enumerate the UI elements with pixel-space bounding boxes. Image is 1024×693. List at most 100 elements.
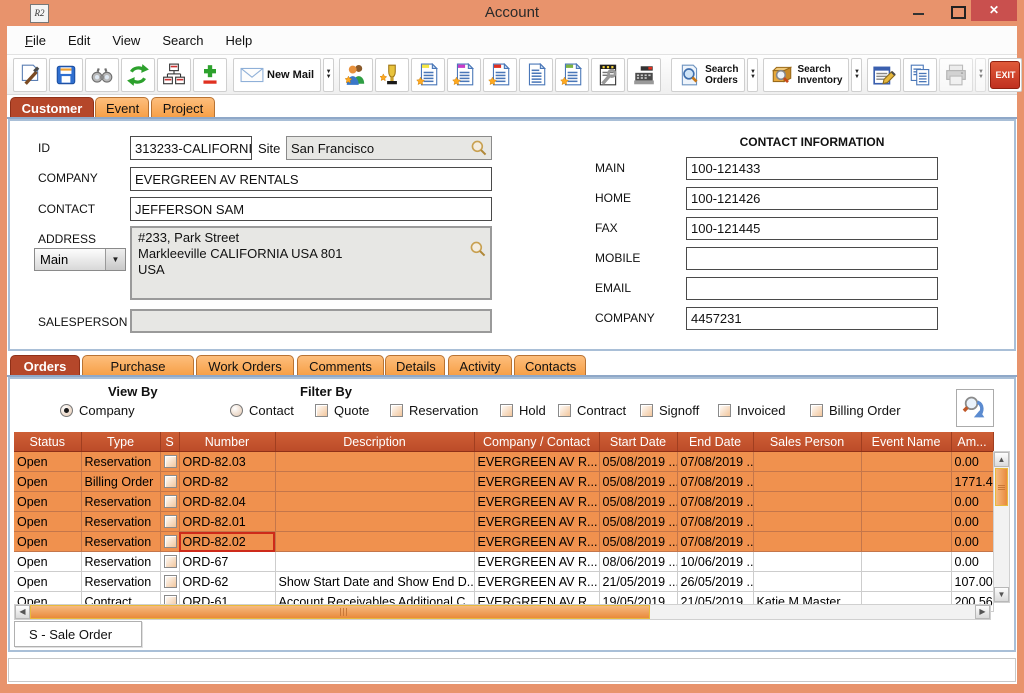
order-row[interactable]: Open Billing Order ORD-82 EVERGREEN AV R...…	[14, 471, 994, 492]
cell-description[interactable]	[275, 471, 475, 492]
checkbox-reservation[interactable]: Reservation	[390, 403, 478, 418]
cell-sale-checkbox[interactable]	[160, 451, 180, 472]
cell-event[interactable]	[861, 511, 952, 532]
cell-sale-checkbox[interactable]	[160, 571, 180, 592]
contact-field[interactable]: JEFFERSON SAM	[130, 197, 492, 221]
search-inventory-dropdown[interactable]: ▼ ▼	[851, 57, 863, 92]
cell-company[interactable]: EVERGREEN AV R...	[474, 471, 600, 492]
cell-sales[interactable]	[753, 451, 862, 472]
new-invoice-button[interactable]	[555, 57, 590, 92]
column-header-start-date[interactable]: Start Date	[599, 432, 678, 452]
cell-event[interactable]	[861, 531, 952, 552]
tab-customer[interactable]: Customer	[10, 97, 94, 119]
menu-file[interactable]: File	[25, 32, 46, 48]
cell-amount[interactable]: 107.00	[951, 571, 994, 592]
copy-button[interactable]	[903, 57, 938, 92]
cell-company[interactable]: EVERGREEN AV R...	[474, 451, 600, 472]
cell-amount[interactable]: 0.00	[951, 451, 994, 472]
cell-description[interactable]	[275, 451, 475, 472]
column-header-sales-person[interactable]: Sales Person	[753, 432, 862, 452]
address-field[interactable]: #233, Park Street Markleeville CALIFORNI…	[130, 226, 492, 300]
tab-details[interactable]: Details	[385, 355, 445, 377]
cell-end[interactable]: 07/08/2019 ...	[677, 471, 754, 492]
cell-number[interactable]: ORD-82.03	[179, 451, 276, 472]
scroll-right-icon[interactable]: ▶	[975, 605, 990, 619]
column-header-company-contact[interactable]: Company / Contact	[474, 432, 600, 452]
cell-type[interactable]: Billing Order	[81, 471, 161, 492]
cell-end[interactable]: 07/08/2019 ...	[677, 531, 754, 552]
order-row[interactable]: Open Reservation ORD-67 EVERGREEN AV R... 08…	[14, 551, 994, 572]
ci-field-home[interactable]: 100-121426	[686, 187, 938, 210]
cash-register-button[interactable]	[627, 57, 662, 92]
cell-description[interactable]	[275, 491, 475, 512]
print-dropdown[interactable]: ▼ ▼	[975, 57, 987, 92]
search-go-button[interactable]	[956, 389, 994, 427]
site-search-icon[interactable]	[470, 139, 488, 157]
vertical-scroll-thumb[interactable]	[995, 468, 1008, 506]
tab-activity[interactable]: Activity	[448, 355, 512, 377]
tab-purchase-orders[interactable]: Purchase Orders	[82, 355, 194, 395]
cell-end[interactable]: 10/06/2019 ...	[677, 551, 754, 572]
cell-company[interactable]: EVERGREEN AV R...	[474, 571, 600, 592]
save-button[interactable]	[49, 57, 83, 92]
ci-field-email[interactable]	[686, 277, 938, 300]
cell-start[interactable]: 05/08/2019 ...	[599, 451, 678, 472]
cell-type[interactable]: Reservation	[81, 491, 161, 512]
cell-status[interactable]: Open	[14, 571, 82, 592]
cell-description[interactable]: Show Start Date and Show End D...	[275, 571, 475, 592]
menu-help[interactable]: Help	[225, 32, 253, 48]
column-header-s[interactable]: S	[160, 432, 180, 452]
edit-notes-button[interactable]	[867, 57, 902, 92]
cell-amount[interactable]: 1771.4	[951, 471, 994, 492]
cell-event[interactable]	[861, 491, 952, 512]
cell-end[interactable]: 07/08/2019 ...	[677, 491, 754, 512]
cell-start[interactable]: 05/08/2019 ...	[599, 491, 678, 512]
search-orders-button[interactable]: Search Orders	[671, 57, 746, 92]
cell-end[interactable]: 07/08/2019 ...	[677, 451, 754, 472]
order-row[interactable]: Open Reservation ORD-82.04 EVERGREEN AV R..…	[14, 491, 994, 512]
address-type-combo[interactable]: Main ▼	[34, 248, 126, 271]
cell-start[interactable]: 05/08/2019 ...	[599, 471, 678, 492]
search-inventory-button[interactable]: Search Inventory	[763, 57, 850, 92]
checkbox-contract[interactable]: Contract	[558, 403, 626, 418]
menu-search[interactable]: Search	[162, 32, 204, 48]
cell-sales[interactable]	[753, 471, 862, 492]
cell-end[interactable]: 26/05/2019 ...	[677, 571, 754, 592]
cell-event[interactable]	[861, 551, 952, 572]
site-field[interactable]: San Francisco	[286, 136, 492, 160]
cell-description[interactable]	[275, 531, 475, 552]
tab-orders[interactable]: Orders	[10, 355, 80, 377]
cell-start[interactable]: 05/08/2019 ...	[599, 511, 678, 532]
add-remove-button[interactable]	[193, 57, 227, 92]
cell-sale-checkbox[interactable]	[160, 491, 180, 512]
vertical-scrollbar[interactable]: ▲ ▼	[993, 451, 1010, 603]
event-award-button[interactable]	[375, 57, 410, 92]
org-chart-button[interactable]	[157, 57, 191, 92]
cell-amount[interactable]: 0.00	[951, 511, 994, 532]
column-header-number[interactable]: Number	[179, 432, 276, 452]
menu-view[interactable]: View	[112, 32, 141, 48]
cell-number[interactable]: ORD-82.04	[179, 491, 276, 512]
new-order-button[interactable]	[519, 57, 554, 92]
order-row[interactable]: Open Reservation ORD-82.03 EVERGREEN AV R..…	[14, 451, 994, 472]
ci-field-mobile[interactable]	[686, 247, 938, 270]
new-mail-button[interactable]: New Mail	[233, 57, 322, 92]
cell-status[interactable]: Open	[14, 511, 82, 532]
cell-status[interactable]: Open	[14, 471, 82, 492]
cell-type[interactable]: Reservation	[81, 551, 161, 572]
cell-number[interactable]: ORD-82	[179, 471, 276, 492]
salesperson-field[interactable]	[130, 309, 492, 333]
tab-event[interactable]: Event	[95, 97, 149, 119]
ci-field-fax[interactable]: 100-121445	[686, 217, 938, 240]
cell-company[interactable]: EVERGREEN AV R...	[474, 511, 600, 532]
contacts-button[interactable]	[339, 57, 374, 92]
print-button[interactable]	[939, 57, 974, 92]
scroll-down-icon[interactable]: ▼	[994, 587, 1009, 602]
find-button[interactable]	[85, 57, 119, 92]
cell-type[interactable]: Reservation	[81, 451, 161, 472]
column-header-type[interactable]: Type	[81, 432, 161, 452]
cell-status[interactable]: Open	[14, 531, 82, 552]
cell-number[interactable]: ORD-62	[179, 571, 276, 592]
cell-description[interactable]	[275, 511, 475, 532]
cell-sales[interactable]	[753, 491, 862, 512]
